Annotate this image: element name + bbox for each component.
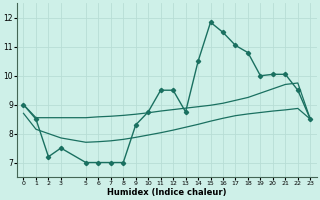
X-axis label: Humidex (Indice chaleur): Humidex (Indice chaleur): [107, 188, 227, 197]
